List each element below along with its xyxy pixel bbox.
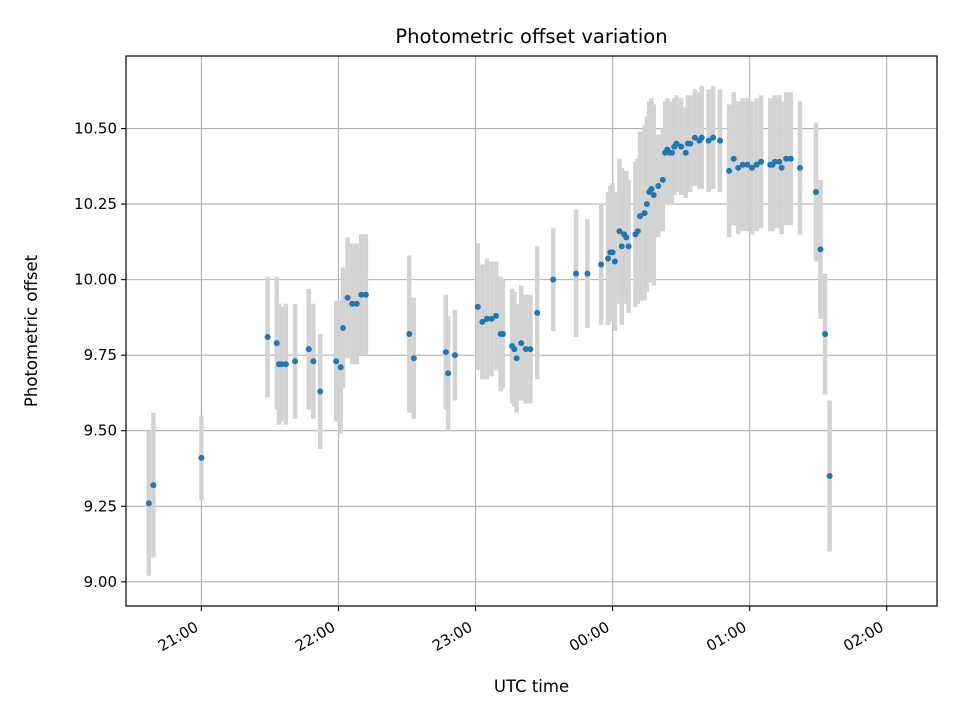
data-point [499, 331, 506, 338]
data-point [605, 255, 612, 262]
data-point [518, 340, 525, 347]
y-axis-title: Photometric offset [22, 254, 41, 407]
data-point [673, 140, 680, 147]
data-point [687, 140, 694, 147]
data-point [817, 246, 824, 253]
data-point [349, 300, 356, 307]
chart-title: Photometric offset variation [395, 25, 667, 48]
data-point [513, 355, 520, 362]
x-axis-title: UTC time [494, 677, 569, 696]
data-point [682, 149, 689, 156]
data-point [358, 291, 365, 298]
data-point [822, 331, 829, 338]
data-point [739, 161, 746, 168]
data-points [145, 134, 833, 507]
data-point [292, 358, 299, 365]
y-axis-ticks: 9.00 9.25 9.50 9.75 10.00 10.25 10.50 [74, 120, 126, 591]
data-point [650, 192, 657, 199]
y-tick-label: 9.00 [84, 573, 117, 591]
data-point [310, 358, 317, 365]
data-point [445, 370, 452, 377]
data-point [344, 294, 351, 301]
data-point [735, 164, 742, 171]
data-point [406, 331, 413, 338]
data-point [634, 228, 641, 235]
data-point [442, 349, 449, 356]
data-point [282, 361, 289, 368]
y-tick-label: 9.75 [84, 346, 117, 364]
data-point [451, 352, 458, 359]
data-point [488, 315, 495, 322]
data-point [826, 473, 833, 480]
data-point [787, 155, 794, 162]
data-point [748, 164, 755, 171]
data-point [483, 315, 490, 322]
data-point [796, 164, 803, 171]
data-point [145, 500, 152, 507]
data-point [333, 358, 340, 365]
data-point [317, 388, 324, 395]
data-point [637, 213, 644, 220]
data-point [616, 228, 623, 235]
data-point [691, 134, 698, 141]
data-point [678, 143, 685, 150]
data-point [511, 346, 518, 353]
data-point [362, 291, 369, 298]
data-point [623, 234, 630, 241]
data-point [337, 364, 344, 371]
y-tick-label: 10.00 [74, 271, 117, 289]
data-point [305, 346, 312, 353]
data-point [716, 137, 723, 144]
data-point [340, 324, 347, 331]
data-point [625, 243, 632, 250]
data-point [730, 155, 737, 162]
data-point [753, 161, 760, 168]
data-point [705, 137, 712, 144]
data-point [698, 134, 705, 141]
data-point [598, 261, 605, 268]
data-point [534, 309, 541, 316]
data-point [710, 134, 717, 141]
data-point [778, 164, 785, 171]
data-point [584, 270, 591, 277]
y-tick-label: 10.25 [74, 195, 117, 213]
data-point [474, 303, 481, 310]
data-point [609, 249, 616, 256]
y-tick-label: 9.25 [84, 497, 117, 515]
data-point [150, 482, 157, 489]
data-point [493, 312, 500, 319]
data-point [353, 300, 360, 307]
data-point [771, 158, 778, 165]
data-point [643, 201, 650, 208]
data-point [758, 158, 765, 165]
plot-frame [125, 55, 938, 607]
data-point [264, 334, 271, 341]
data-point [744, 161, 751, 168]
y-tick-label: 10.50 [74, 120, 117, 138]
data-point [278, 361, 285, 368]
data-point [550, 276, 557, 283]
data-point [198, 454, 205, 461]
data-point [668, 149, 675, 156]
data-point [273, 340, 280, 347]
data-point [812, 188, 819, 195]
data-point [648, 185, 655, 192]
data-point [641, 210, 648, 217]
data-point [527, 346, 534, 353]
y-tick-label: 9.50 [84, 422, 117, 440]
data-point [659, 176, 666, 183]
data-point [611, 258, 618, 265]
data-point [783, 155, 790, 162]
data-point [618, 243, 625, 250]
data-point [726, 167, 733, 174]
data-point [410, 355, 417, 362]
data-point [776, 158, 783, 165]
data-point [479, 318, 486, 325]
data-point [522, 346, 529, 353]
data-point [573, 270, 580, 277]
data-point [655, 182, 662, 189]
